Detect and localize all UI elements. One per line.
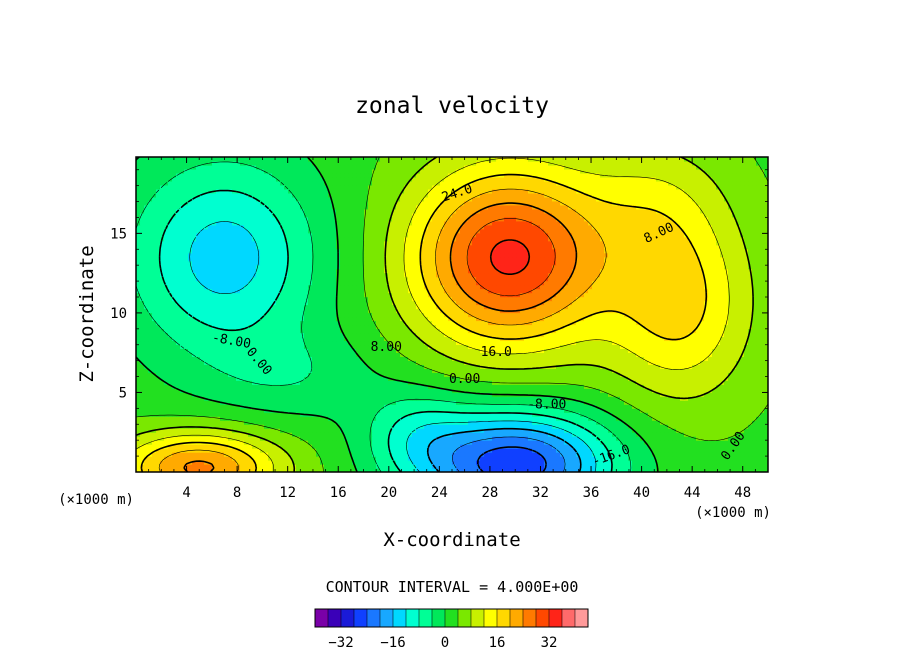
plot-area: 24.016.08.000.00-8.00-16.0-8.008.000.000…	[110, 157, 768, 501]
colorbar-swatch	[562, 609, 575, 627]
colorbar-swatch	[484, 609, 497, 627]
contour-label: 16.0	[481, 345, 512, 360]
colorbar-swatch	[315, 609, 328, 627]
colorbar-swatch	[471, 609, 484, 627]
colorbar-tick-label: 32	[541, 635, 558, 651]
contour-label: 8.00	[371, 340, 402, 355]
x-tick-label: 28	[481, 485, 498, 501]
colorbar-swatch	[523, 609, 536, 627]
x-tick-label: 24	[431, 485, 448, 501]
x-tick-label: 20	[380, 485, 397, 501]
colorbar-swatch	[328, 609, 341, 627]
y-axis-label: Z-coordinate	[76, 245, 98, 382]
colorbar-swatch	[354, 609, 367, 627]
x-tick-label: 16	[330, 485, 347, 501]
x-tick-label: 32	[532, 485, 549, 501]
colorbar-swatch	[432, 609, 445, 627]
colorbar-swatch	[445, 609, 458, 627]
colorbar-swatch	[575, 609, 588, 627]
colorbar-swatch	[393, 609, 406, 627]
colorbar	[315, 609, 588, 627]
x-tick-label: 36	[583, 485, 600, 501]
colorbar-swatch	[549, 609, 562, 627]
chart: zonal velocity 24.016.08.000.00-8.00-16.…	[0, 0, 904, 654]
x-unit-label-right: (×1000 m)	[695, 505, 771, 521]
colorbar-swatch	[536, 609, 549, 627]
colorbar-tick-label: −32	[328, 635, 353, 651]
x-tick-label: 12	[279, 485, 296, 501]
colorbar-swatch	[497, 609, 510, 627]
x-tick-label: 8	[233, 485, 241, 501]
x-unit-label-left: (×1000 m)	[58, 492, 134, 508]
x-tick-label: 40	[633, 485, 650, 501]
contour-field	[136, 157, 769, 473]
x-tick-label: 44	[684, 485, 701, 501]
chart-title: zonal velocity	[355, 93, 549, 119]
colorbar-tick-label: −16	[380, 635, 405, 651]
x-axis-label: X-coordinate	[383, 529, 520, 551]
colorbar-swatch	[510, 609, 523, 627]
x-tick-label: 48	[734, 485, 751, 501]
y-tick-label: 5	[119, 385, 127, 401]
colorbar-tick-labels: −32 −16 0 16 32	[328, 635, 557, 651]
colorbar-swatch	[380, 609, 393, 627]
colorbar-swatch	[406, 609, 419, 627]
x-tick-label: 4	[182, 485, 190, 501]
contour-label: -8.00	[527, 397, 566, 412]
colorbar-swatch	[367, 609, 380, 627]
contour-label: 0.00	[449, 372, 480, 387]
contour-interval-text: CONTOUR INTERVAL = 4.000E+00	[326, 578, 579, 596]
colorbar-tick-label: 16	[489, 635, 506, 651]
colorbar-swatch	[419, 609, 432, 627]
colorbar-swatch	[341, 609, 354, 627]
y-tick-label: 10	[110, 306, 127, 322]
colorbar-tick-label: 0	[441, 635, 449, 651]
y-tick-label: 15	[110, 226, 127, 242]
colorbar-swatch	[458, 609, 471, 627]
